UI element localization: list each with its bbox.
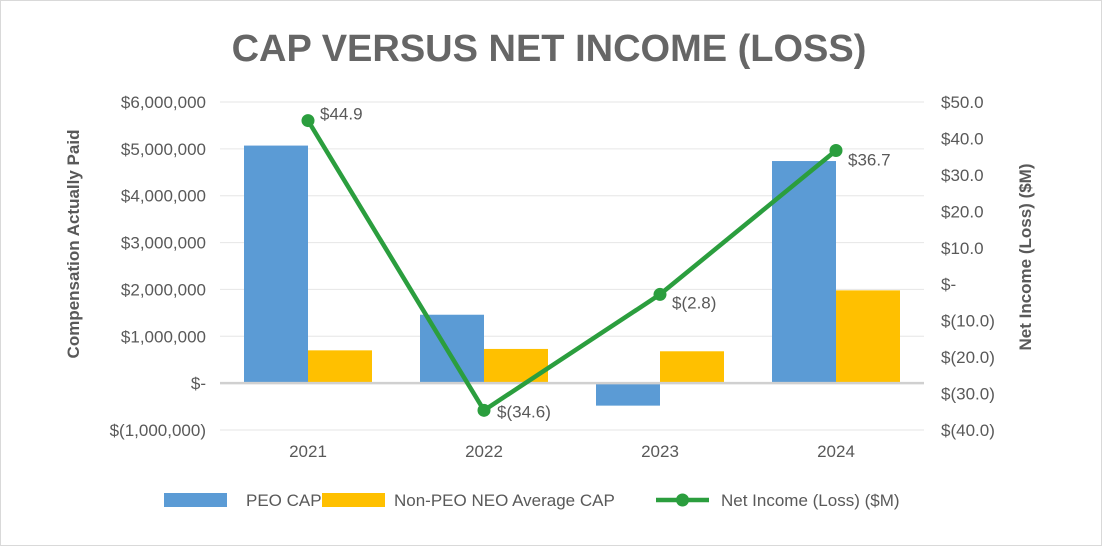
bars: [244, 145, 900, 406]
net-income-point-2021: [301, 114, 315, 128]
right-tick-label: $30.0: [941, 166, 984, 185]
right-axis-ticks: $50.0 $40.0 $30.0 $20.0 $10.0 $- $(10.0) $(20.0…: [941, 93, 995, 440]
right-tick-label: $(30.0): [941, 385, 995, 404]
peo-cap-bar-2023: [596, 383, 660, 406]
chart-title: CAP VERSUS NET INCOME (LOSS): [232, 28, 867, 70]
legend-label-net-income: Net Income (Loss) ($M): [721, 491, 900, 510]
right-tick-label: $(10.0): [941, 312, 995, 331]
legend-swatch-peo-cap: [164, 493, 227, 507]
category-label: 2024: [817, 442, 855, 461]
left-tick-label: $6,000,000: [121, 93, 206, 112]
left-tick-label: $5,000,000: [121, 140, 206, 159]
net-income-line: $44.9 $(34.6) $(2.8) $36.7: [301, 105, 891, 421]
left-tick-label: $-: [191, 374, 206, 393]
left-tick-label: $1,000,000: [121, 327, 206, 346]
left-axis-ticks: $6,000,000 $5,000,000 $4,000,000 $3,000,000…: [110, 93, 206, 440]
category-label: 2023: [641, 442, 679, 461]
net-income-data-label: $(34.6): [497, 402, 551, 421]
category-label: 2021: [289, 442, 327, 461]
non-peo-neo-bar-2023: [660, 351, 724, 384]
right-tick-label: $(20.0): [941, 348, 995, 367]
legend: PEO CAP Non-PEO NEO Average CAP Net Income…: [164, 491, 900, 510]
left-tick-label: $4,000,000: [121, 187, 206, 206]
legend-label-peo-cap: PEO CAP: [246, 491, 322, 510]
right-tick-label: $-: [941, 275, 956, 294]
gridlines: [220, 101, 924, 431]
net-income-data-label: $36.7: [848, 150, 891, 169]
non-peo-neo-bar-2022: [484, 348, 548, 384]
right-tick-label: $40.0: [941, 129, 984, 148]
left-tick-label: $2,000,000: [121, 280, 206, 299]
legend-swatch-non-peo-neo: [322, 493, 385, 507]
net-income-point-2022: [477, 403, 491, 417]
peo-cap-bar-2024: [772, 161, 836, 384]
non-peo-neo-bar-2024: [836, 290, 900, 384]
right-tick-label: $(40.0): [941, 421, 995, 440]
net-income-data-label: $44.9: [320, 105, 363, 124]
right-axis-title: Net Income (Loss) ($M): [1016, 163, 1035, 350]
left-axis-title: Compensation Actually Paid: [64, 130, 83, 359]
peo-cap-bar-2021: [244, 145, 308, 384]
net-income-point-2024: [829, 143, 843, 157]
legend-swatch-net-income-marker: [676, 493, 689, 507]
right-tick-label: $20.0: [941, 202, 984, 221]
non-peo-neo-bar-2021: [308, 350, 372, 384]
net-income-line-path: [306, 119, 838, 413]
right-tick-label: $10.0: [941, 239, 984, 258]
net-income-data-label: $(2.8): [672, 293, 716, 312]
category-axis-ticks: 2021 2022 2023 2024: [289, 442, 855, 461]
left-tick-label: $(1,000,000): [110, 421, 206, 440]
left-tick-label: $3,000,000: [121, 234, 206, 253]
net-income-point-2023: [653, 287, 667, 301]
category-label: 2022: [465, 442, 503, 461]
right-tick-label: $50.0: [941, 93, 984, 112]
legend-label-non-peo-neo: Non-PEO NEO Average CAP: [394, 491, 615, 510]
